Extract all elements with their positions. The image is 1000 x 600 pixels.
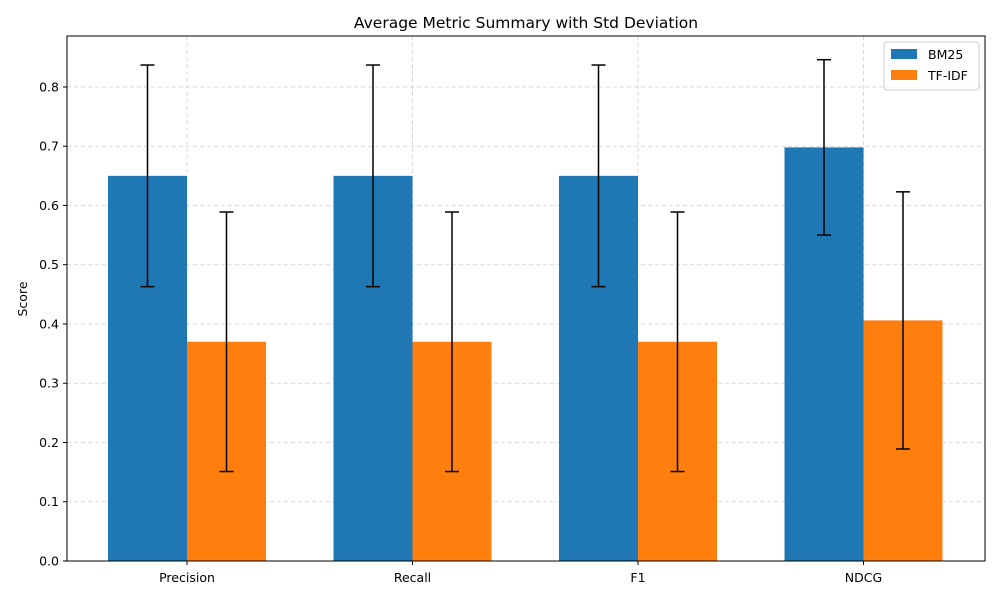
y-tick-label: 0.4	[39, 316, 59, 331]
legend-label-tfidf: TF-IDF	[927, 68, 968, 83]
x-axis-ticks: Precision Recall F1 NDCG	[159, 561, 882, 585]
y-axis-label: Score	[15, 281, 30, 316]
x-tick-label: Precision	[159, 570, 215, 585]
x-tick-label: NDCG	[845, 570, 882, 585]
y-tick-label: 0.8	[39, 79, 59, 94]
legend-swatch-tfidf	[891, 70, 917, 80]
y-tick-label: 0.5	[39, 257, 59, 272]
legend: BM25 TF-IDF	[883, 41, 980, 91]
y-tick-label: 0.3	[39, 376, 59, 391]
y-tick-label: 0.6	[39, 198, 59, 213]
y-tick-label: 0.0	[39, 554, 59, 569]
y-axis-ticks: 0.0 0.1 0.2 0.3 0.4 0.5 0.6 0.7 0.8	[39, 79, 67, 569]
bars	[108, 147, 943, 562]
y-tick-label: 0.1	[39, 494, 59, 509]
legend-swatch-bm25	[891, 49, 917, 59]
y-tick-label: 0.7	[39, 139, 59, 154]
x-tick-label: Recall	[394, 570, 431, 585]
x-tick-label: F1	[630, 570, 645, 585]
chart-title: Average Metric Summary with Std Deviatio…	[354, 14, 698, 32]
y-tick-label: 0.2	[39, 435, 59, 450]
error-bars	[140, 58, 910, 473]
legend-label-bm25: BM25	[928, 47, 963, 62]
plot-frame	[66, 35, 986, 562]
